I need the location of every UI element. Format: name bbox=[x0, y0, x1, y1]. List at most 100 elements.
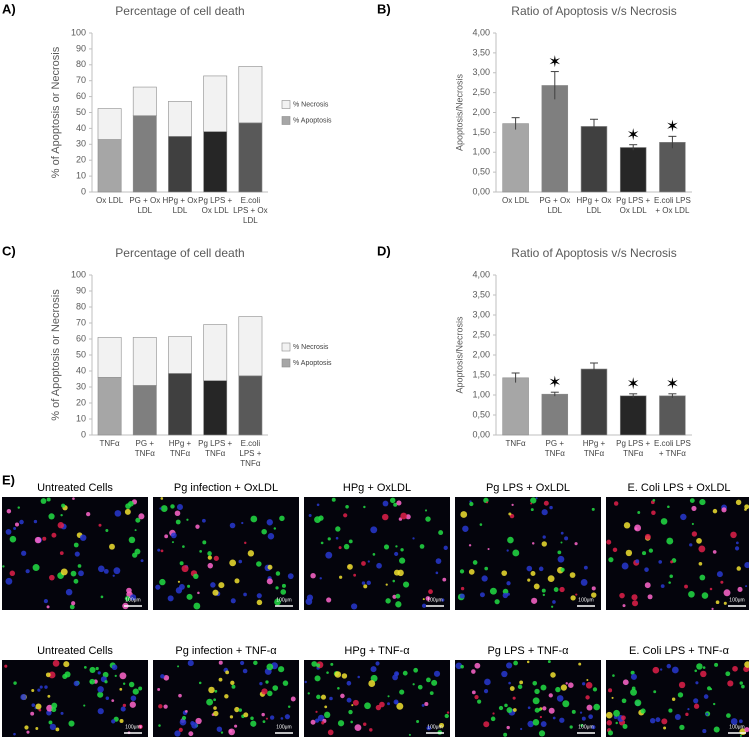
cell bbox=[206, 698, 214, 706]
cell bbox=[486, 501, 489, 504]
cell bbox=[369, 728, 373, 732]
legend-swatch bbox=[281, 358, 291, 368]
panel-label: D) bbox=[377, 243, 391, 258]
cell bbox=[611, 696, 614, 699]
panel-label: A) bbox=[2, 1, 16, 16]
bar-segment bbox=[97, 139, 122, 193]
cell bbox=[105, 528, 109, 533]
cell bbox=[240, 660, 245, 666]
cell bbox=[489, 587, 497, 595]
cell bbox=[428, 589, 433, 595]
cell bbox=[334, 671, 342, 678]
cell bbox=[585, 695, 590, 700]
cell bbox=[287, 573, 294, 580]
cell bbox=[158, 724, 161, 727]
cell bbox=[357, 675, 360, 679]
cell bbox=[73, 578, 79, 584]
cell bbox=[648, 548, 654, 553]
cell bbox=[187, 584, 191, 588]
bar-segment bbox=[203, 131, 228, 193]
cell bbox=[538, 708, 542, 712]
cell bbox=[512, 696, 516, 700]
cell bbox=[97, 671, 101, 675]
cell bbox=[412, 537, 415, 540]
cell bbox=[124, 508, 131, 515]
cell bbox=[526, 565, 533, 572]
cell bbox=[267, 564, 273, 570]
y-tick-label: 60 bbox=[76, 91, 86, 101]
cell bbox=[513, 660, 518, 666]
cell bbox=[542, 535, 546, 539]
cell bbox=[49, 723, 57, 731]
cell bbox=[364, 702, 371, 710]
cell bbox=[346, 697, 352, 703]
cell bbox=[696, 663, 703, 670]
cell bbox=[532, 719, 540, 726]
y-tick-label: 90 bbox=[76, 43, 86, 53]
cell bbox=[735, 541, 739, 545]
cell bbox=[160, 549, 164, 553]
cell bbox=[588, 714, 593, 720]
cell bbox=[716, 571, 723, 578]
cell bbox=[506, 662, 513, 669]
cell bbox=[77, 564, 82, 568]
cell bbox=[586, 704, 593, 711]
cell bbox=[608, 557, 614, 563]
cell bbox=[698, 545, 706, 553]
cell bbox=[265, 680, 269, 684]
cell bbox=[267, 532, 275, 540]
panel-label: C) bbox=[2, 243, 16, 258]
cell bbox=[548, 693, 553, 698]
x-tick-label: E.coli LPS + TNFα bbox=[239, 439, 261, 468]
cell bbox=[35, 703, 42, 710]
y-tick-label: 60 bbox=[76, 333, 86, 343]
y-tick-label: 20 bbox=[76, 155, 86, 165]
cell bbox=[119, 672, 127, 680]
cell bbox=[744, 504, 749, 510]
cell bbox=[174, 510, 181, 517]
cell bbox=[538, 730, 546, 737]
cell bbox=[644, 582, 651, 589]
cell bbox=[324, 705, 328, 709]
cell bbox=[666, 663, 672, 669]
cell bbox=[281, 583, 286, 588]
micrograph-title: Pg infection + TNF-α bbox=[175, 645, 277, 657]
cell bbox=[459, 569, 465, 574]
cell bbox=[583, 565, 588, 570]
cell bbox=[652, 666, 660, 674]
y-tick-label: 3,50 bbox=[472, 289, 490, 299]
cell bbox=[89, 680, 93, 684]
micrograph-title: Pg LPS + TNF-α bbox=[487, 645, 569, 657]
cell bbox=[395, 601, 402, 608]
cell bbox=[560, 531, 564, 535]
cell bbox=[224, 694, 229, 699]
cell bbox=[59, 551, 64, 556]
chart-title: Ratio of Apoptosis v/s Necrosis bbox=[511, 4, 676, 18]
cell bbox=[43, 599, 48, 604]
significance-marker: ✶ bbox=[548, 54, 561, 71]
x-tick-label-text: Ox LDL bbox=[96, 196, 124, 205]
bar bbox=[619, 395, 647, 436]
cell bbox=[111, 699, 115, 702]
cell bbox=[541, 588, 546, 593]
cell bbox=[160, 497, 164, 500]
cell bbox=[508, 512, 512, 516]
cell bbox=[400, 512, 407, 520]
cell bbox=[684, 584, 688, 589]
x-tick-label-text: E.coli LPS + Ox LDL bbox=[653, 196, 691, 215]
y-tick-label: 0,00 bbox=[472, 186, 490, 196]
cell bbox=[527, 578, 531, 582]
cell bbox=[69, 604, 75, 610]
cell bbox=[709, 587, 713, 591]
cell bbox=[14, 522, 20, 527]
cell bbox=[721, 507, 727, 513]
cell bbox=[689, 543, 693, 547]
cell bbox=[266, 578, 273, 585]
cell bbox=[102, 671, 109, 678]
cell bbox=[351, 704, 354, 707]
cell bbox=[424, 509, 428, 512]
cell bbox=[431, 679, 438, 686]
scale-label: 100μm bbox=[276, 597, 291, 603]
x-tick-label-text: TNFα bbox=[99, 439, 120, 448]
cell bbox=[230, 680, 235, 685]
